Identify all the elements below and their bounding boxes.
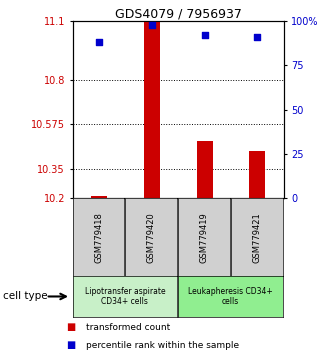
Bar	[91, 196, 107, 198]
Text: ■: ■	[66, 340, 75, 350]
Text: GSM779421: GSM779421	[252, 212, 261, 263]
Bar	[144, 21, 160, 198]
Bar	[249, 151, 265, 198]
Text: Lipotransfer aspirate
CD34+ cells: Lipotransfer aspirate CD34+ cells	[84, 287, 165, 306]
Text: GSM779418: GSM779418	[94, 212, 103, 263]
Text: Leukapheresis CD34+
cells: Leukapheresis CD34+ cells	[188, 287, 273, 306]
Point	[149, 22, 154, 28]
Point	[202, 33, 207, 38]
Text: GSM779420: GSM779420	[147, 212, 156, 263]
Text: cell type: cell type	[3, 291, 48, 302]
Text: ■: ■	[66, 322, 75, 332]
Text: GSM779419: GSM779419	[200, 212, 209, 263]
Text: percentile rank within the sample: percentile rank within the sample	[86, 341, 239, 350]
Point	[255, 34, 260, 40]
Bar	[197, 141, 213, 198]
Point	[96, 40, 102, 45]
Title: GDS4079 / 7956937: GDS4079 / 7956937	[115, 7, 242, 20]
Text: transformed count: transformed count	[86, 323, 170, 332]
